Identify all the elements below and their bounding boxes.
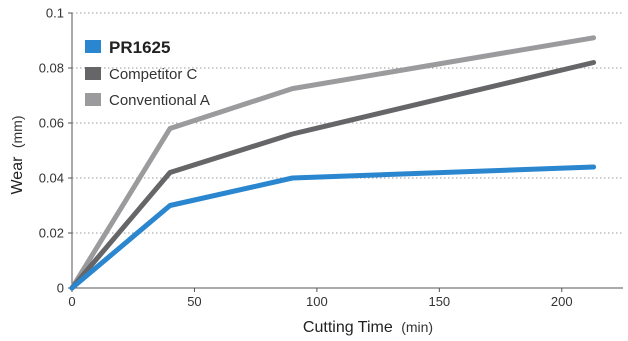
x-axis-title-unit: (min) [401, 319, 433, 335]
series-line-conventional-a [69, 35, 597, 291]
axes [71, 13, 623, 289]
y-axis-title: Wear (mm) [9, 115, 26, 194]
legend-label-competitor-c: Competitor C [109, 66, 198, 83]
y-tick-label: 0.06 [39, 116, 64, 131]
x-axis-title-label: Cutting Time [303, 319, 393, 336]
y-tick-label: 0.04 [39, 171, 64, 186]
x-tick-label: 100 [306, 294, 328, 309]
legend-swatch-pr1625 [85, 40, 101, 53]
y-tick-label: 0 [57, 281, 64, 296]
series-lines [69, 35, 597, 291]
x-tick-label: 50 [187, 294, 201, 309]
series-line-pr1625 [69, 164, 597, 291]
x-tick-label: 200 [551, 294, 573, 309]
legend-label-pr1625: PR1625 [109, 38, 170, 57]
y-tick-label: 0.08 [39, 61, 64, 76]
y-axis-title-unit: (mm) [9, 115, 25, 148]
legend: PR1625 Competitor C Conventional A [85, 38, 210, 109]
x-axis-title: Cutting Time (min) [303, 319, 433, 336]
y-tick-label: 0.02 [39, 226, 64, 241]
series-line-competitor-c [69, 60, 597, 291]
legend-swatch-competitor-c [85, 67, 101, 80]
x-tick-label: 150 [428, 294, 450, 309]
y-axis-title-label: Wear [9, 156, 26, 195]
x-tick-label: 0 [68, 294, 75, 309]
legend-label-conventional-a: Conventional A [109, 92, 210, 109]
legend-swatch-conventional-a [85, 93, 101, 106]
tick-marks [68, 12, 563, 292]
y-tick-label: 0.1 [46, 6, 64, 21]
